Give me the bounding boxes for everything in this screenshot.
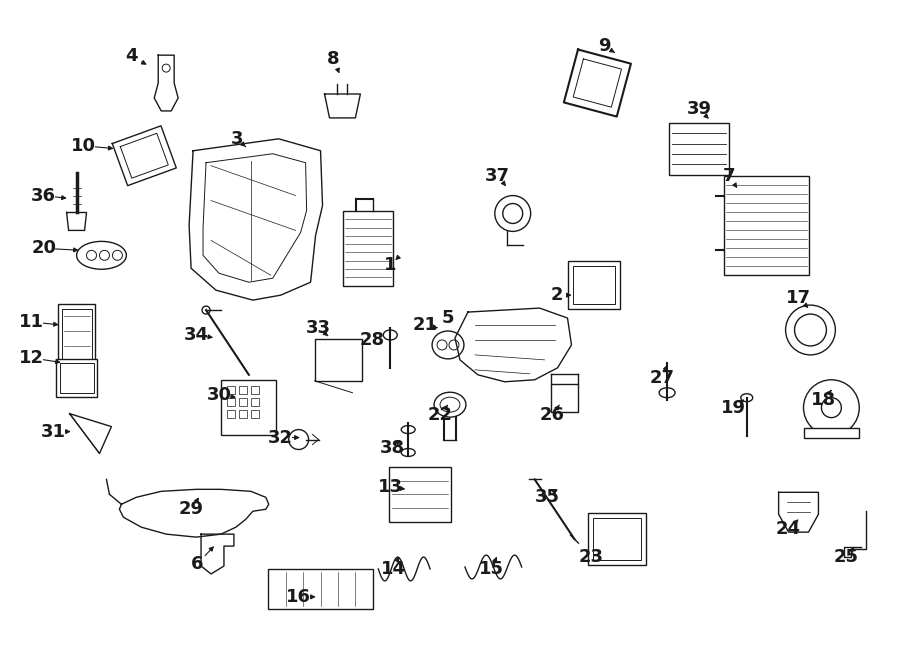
Circle shape	[786, 305, 835, 355]
Circle shape	[162, 64, 170, 72]
Text: 29: 29	[178, 500, 203, 518]
Text: 5: 5	[442, 309, 454, 327]
Bar	[390, 467, 451, 522]
Bar	[251, 386, 259, 394]
Circle shape	[449, 340, 459, 350]
Text: 31: 31	[41, 422, 67, 441]
Circle shape	[804, 380, 860, 436]
Text: 11: 11	[19, 313, 44, 331]
Text: 19: 19	[721, 399, 746, 416]
Text: 36: 36	[32, 186, 56, 204]
Circle shape	[289, 430, 309, 449]
Text: 23: 23	[579, 548, 604, 566]
Text: 24: 24	[776, 520, 801, 538]
Ellipse shape	[432, 331, 464, 359]
Circle shape	[112, 251, 122, 260]
Text: 4: 4	[125, 47, 138, 65]
Text: 13: 13	[378, 479, 403, 496]
Bar	[251, 398, 259, 406]
Bar	[228, 410, 236, 418]
Bar	[56, 359, 97, 397]
Circle shape	[795, 314, 826, 346]
Bar	[593, 518, 641, 560]
Text: 38: 38	[380, 438, 405, 457]
Ellipse shape	[401, 426, 415, 434]
Text: 26: 26	[540, 406, 565, 424]
Bar	[59, 363, 94, 393]
Text: 37: 37	[485, 167, 510, 184]
Bar	[724, 176, 809, 275]
Bar	[228, 398, 236, 406]
Circle shape	[100, 251, 110, 260]
Circle shape	[503, 204, 523, 223]
Ellipse shape	[440, 397, 460, 412]
Text: 17: 17	[786, 289, 811, 307]
Bar	[573, 266, 616, 304]
Bar	[669, 123, 729, 175]
Ellipse shape	[659, 388, 675, 398]
Text: 18: 18	[811, 391, 836, 408]
Bar	[61, 309, 92, 367]
Bar	[221, 380, 276, 435]
Text: 16: 16	[286, 588, 311, 606]
Circle shape	[86, 251, 96, 260]
Ellipse shape	[383, 330, 397, 340]
Circle shape	[822, 398, 842, 418]
Circle shape	[495, 196, 531, 231]
Text: 22: 22	[428, 406, 453, 424]
Text: 20: 20	[32, 239, 56, 257]
Text: 30: 30	[206, 386, 231, 404]
Text: 27: 27	[650, 369, 675, 387]
Text: 35: 35	[536, 488, 560, 506]
Bar	[251, 410, 259, 418]
Text: 7: 7	[723, 167, 735, 184]
Bar	[228, 386, 236, 394]
Text: 28: 28	[360, 331, 385, 349]
Text: 32: 32	[268, 428, 293, 447]
Text: 25: 25	[833, 548, 859, 566]
Bar	[569, 261, 620, 309]
Bar	[239, 410, 248, 418]
Text: 21: 21	[412, 316, 437, 334]
Text: 39: 39	[687, 100, 711, 118]
Text: 14: 14	[381, 560, 406, 578]
Bar	[344, 211, 393, 286]
Ellipse shape	[741, 394, 752, 402]
Bar	[239, 386, 248, 394]
Text: 33: 33	[306, 319, 331, 337]
Text: 8: 8	[328, 50, 340, 68]
Circle shape	[202, 306, 210, 314]
Bar	[315, 339, 363, 381]
Text: 9: 9	[598, 37, 610, 56]
Text: 34: 34	[184, 326, 209, 344]
Text: 10: 10	[71, 137, 96, 155]
Bar	[589, 513, 646, 565]
Ellipse shape	[401, 449, 415, 457]
Bar	[58, 304, 95, 372]
Text: 12: 12	[19, 349, 44, 367]
Bar	[551, 384, 579, 412]
Text: 6: 6	[191, 555, 203, 573]
Bar	[239, 398, 248, 406]
Text: 15: 15	[480, 560, 504, 578]
Text: 2: 2	[550, 286, 562, 304]
Circle shape	[437, 340, 447, 350]
Bar	[268, 569, 373, 609]
Ellipse shape	[434, 392, 466, 417]
Ellipse shape	[76, 241, 126, 269]
Text: 3: 3	[230, 130, 243, 148]
Text: 1: 1	[384, 256, 397, 274]
Bar	[804, 428, 860, 438]
